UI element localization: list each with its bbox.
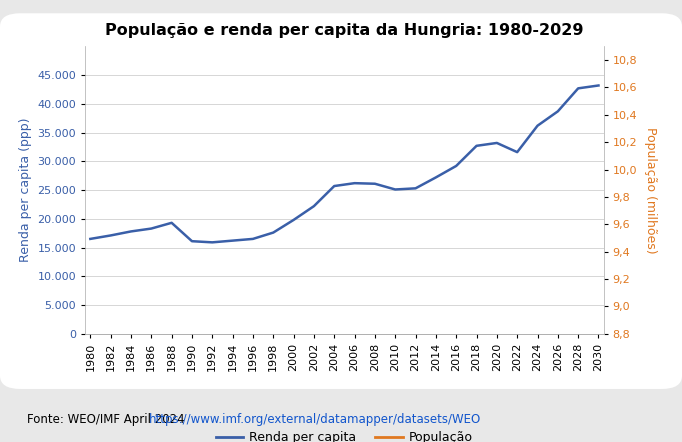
Renda per capita <box>391 187 400 192</box>
População <box>411 170 419 175</box>
População <box>147 85 155 90</box>
Renda per capita <box>595 83 603 88</box>
População <box>351 160 359 165</box>
Legend: Renda per capita, População: Renda per capita, População <box>211 426 478 442</box>
Renda per capita <box>554 109 562 114</box>
Renda per capita <box>330 183 338 189</box>
Renda per capita <box>289 217 297 223</box>
Renda per capita <box>432 175 440 180</box>
Y-axis label: População (milhões): População (milhões) <box>644 127 657 253</box>
População <box>533 220 542 225</box>
Renda per capita <box>106 233 115 238</box>
População <box>493 201 501 206</box>
Renda per capita <box>188 239 196 244</box>
População <box>574 245 582 250</box>
População <box>473 198 481 204</box>
Renda per capita <box>452 163 460 168</box>
Renda per capita <box>228 238 237 243</box>
População <box>289 160 297 165</box>
Renda per capita <box>127 229 135 234</box>
Renda per capita <box>411 186 419 191</box>
Renda per capita <box>533 123 542 128</box>
População <box>127 78 135 83</box>
Renda per capita <box>351 180 359 186</box>
Renda per capita <box>310 203 318 209</box>
População <box>86 69 94 74</box>
População <box>249 137 257 142</box>
População <box>106 71 115 76</box>
População <box>554 229 562 234</box>
Renda per capita <box>513 149 521 155</box>
População <box>595 246 603 251</box>
Title: População e renda per capita da Hungria: 1980-2029: População e renda per capita da Hungria:… <box>105 23 584 38</box>
Text: https://www.imf.org/external/datamapper/datasets/WEO: https://www.imf.org/external/datamapper/… <box>149 413 481 427</box>
População <box>310 167 318 172</box>
População <box>269 149 278 154</box>
Renda per capita <box>473 143 481 149</box>
Renda per capita <box>574 86 582 91</box>
Renda per capita <box>493 140 501 145</box>
População <box>513 210 521 215</box>
Renda per capita <box>371 181 379 187</box>
População <box>452 201 460 206</box>
Renda per capita <box>208 240 216 245</box>
População <box>330 168 338 174</box>
População <box>432 186 440 191</box>
Renda per capita <box>249 236 257 241</box>
População <box>371 161 379 167</box>
Text: Fonte: WEO/IMF April 2024: Fonte: WEO/IMF April 2024 <box>27 413 189 427</box>
Line: Renda per capita: Renda per capita <box>90 85 599 242</box>
População <box>168 90 176 95</box>
População <box>188 116 196 122</box>
População <box>208 123 216 129</box>
Renda per capita <box>269 230 278 235</box>
População <box>391 167 400 172</box>
População <box>228 129 237 134</box>
Renda per capita <box>86 236 94 241</box>
Line: População: População <box>90 71 599 249</box>
Renda per capita <box>147 226 155 231</box>
Renda per capita <box>168 220 176 225</box>
Y-axis label: Renda per capita (ppp): Renda per capita (ppp) <box>19 118 32 262</box>
